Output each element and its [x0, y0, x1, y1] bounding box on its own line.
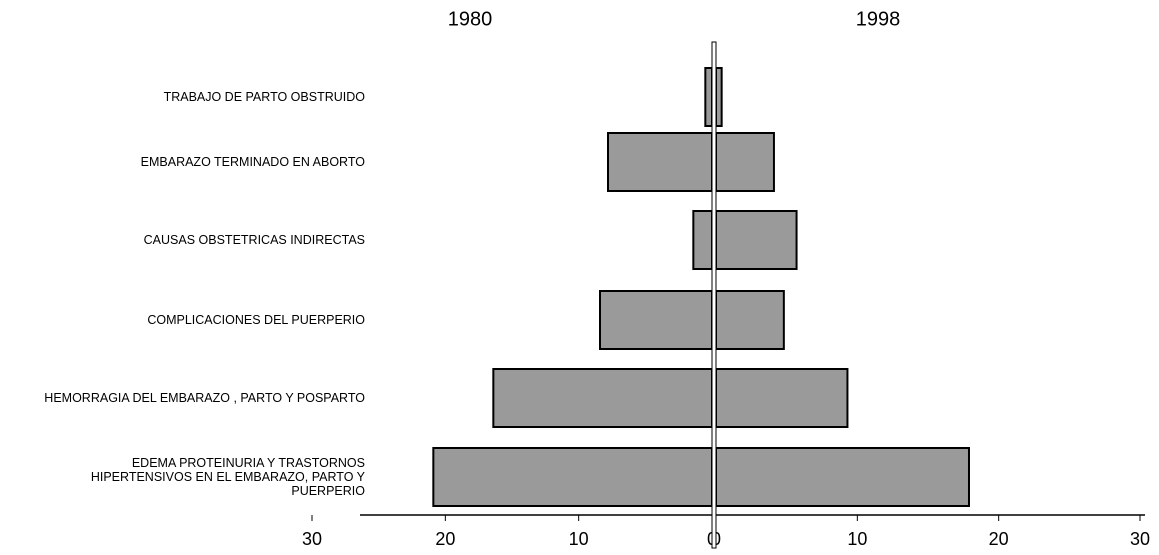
category-label: CAUSAS OBSTETRICAS INDIRECTAS — [143, 233, 365, 247]
bar — [715, 368, 849, 428]
bar — [715, 447, 970, 507]
series-header: 1998 — [856, 8, 901, 30]
category-label: EMBARAZO TERMINADO EN ABORTO — [140, 155, 365, 169]
bar — [692, 210, 713, 270]
x-tick-label: 10 — [569, 529, 589, 549]
category-label: TRABAJO DE PARTO OBSTRUIDO — [163, 90, 365, 104]
category-label: HEMORRAGIA DEL EMBARAZO , PARTO Y POSPAR… — [44, 391, 365, 405]
bar — [607, 132, 713, 192]
x-tick-label: 30 — [302, 529, 322, 549]
category-label: COMPLICACIONES DEL PUERPERIO — [147, 313, 365, 327]
bar — [704, 67, 713, 127]
x-tick-label: 10 — [847, 529, 867, 549]
x-tick-label: 20 — [989, 529, 1009, 549]
category-label: EDEMA PROTEINURIA Y TRASTORNOS HIPERTENS… — [90, 456, 365, 498]
x-tick-label: 30 — [1130, 529, 1150, 549]
bar — [715, 67, 723, 127]
bar — [432, 447, 713, 507]
bar — [715, 210, 798, 270]
series-header: 1980 — [448, 8, 493, 30]
bar — [715, 132, 775, 192]
bar — [599, 290, 713, 350]
bar — [715, 290, 785, 350]
center-line — [711, 41, 717, 549]
bar — [492, 368, 714, 428]
x-tick-label: 20 — [435, 529, 455, 549]
